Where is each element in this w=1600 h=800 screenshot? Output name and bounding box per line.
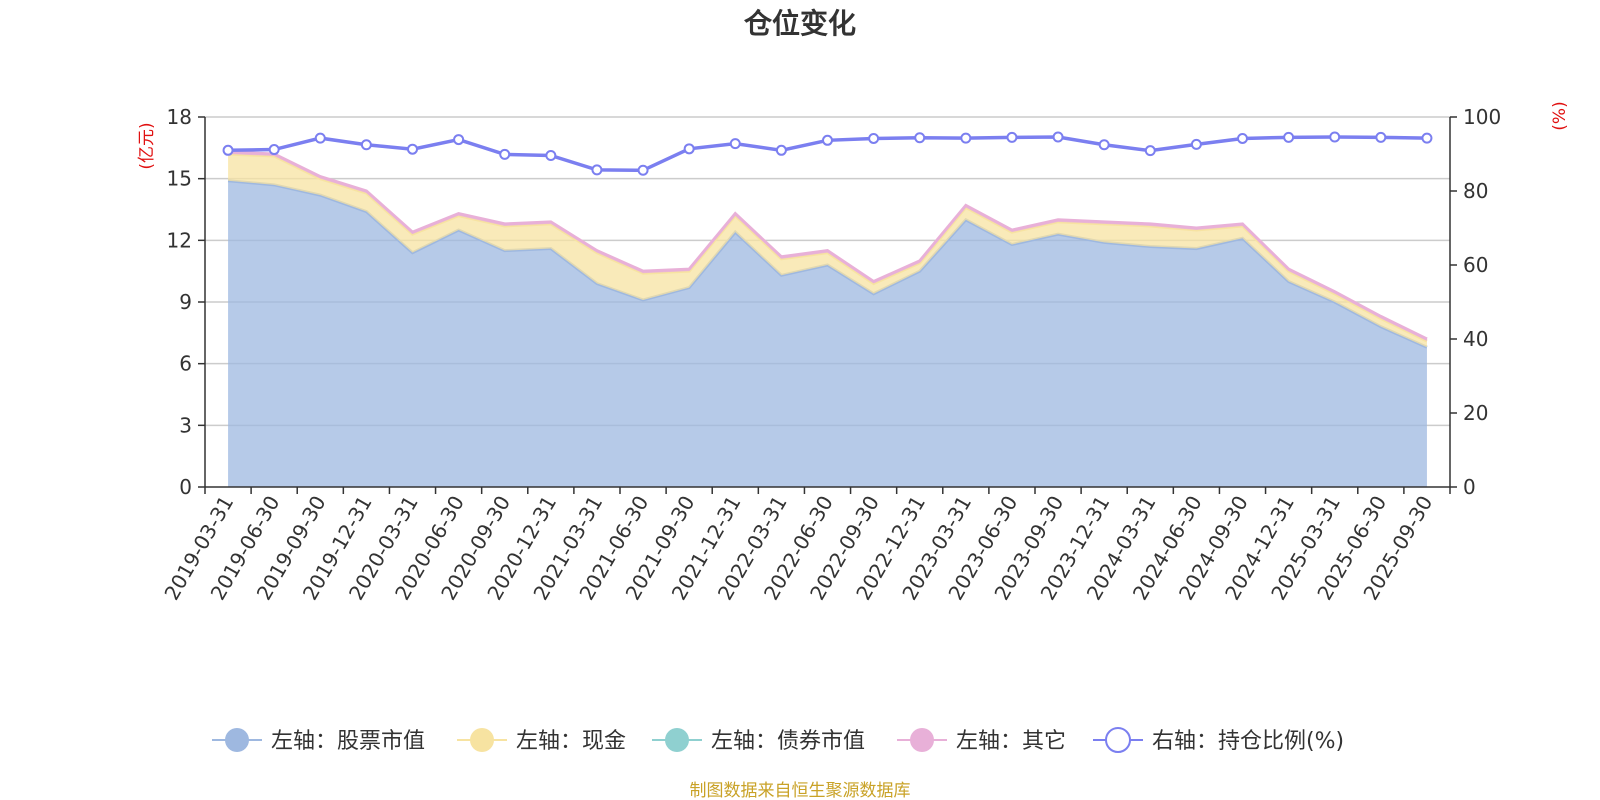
ratio-point — [545, 149, 557, 161]
right-tick-label: 0 — [1463, 475, 1476, 499]
right-tick-label: 40 — [1463, 327, 1488, 351]
ratio-point — [1329, 131, 1341, 143]
ratio-point — [222, 144, 234, 156]
ratio-point — [314, 132, 326, 144]
legend-label: 左轴：股票市值 — [271, 729, 425, 754]
left-tick-label: 12 — [167, 228, 192, 252]
legend-marker — [470, 728, 494, 752]
ratio-point — [1052, 131, 1064, 143]
ratio-point — [499, 148, 511, 160]
left-tick-label: 18 — [167, 105, 192, 129]
left-axis-unit: (亿元) — [137, 122, 157, 169]
ratio-point — [822, 134, 833, 146]
ratio-point — [268, 144, 280, 156]
ratio-point — [637, 164, 649, 176]
right-axis-unit: (%) — [1550, 101, 1570, 130]
legend-marker — [1105, 727, 1131, 753]
right-tick-label: 100 — [1463, 105, 1501, 129]
ratio-point — [1237, 132, 1248, 144]
ratio-point — [360, 139, 372, 151]
ratio-point — [683, 143, 695, 155]
left-tick-label: 3 — [179, 413, 192, 437]
ratio-point — [1375, 131, 1387, 143]
ratio-point — [1283, 131, 1295, 143]
ratio-point — [868, 132, 880, 144]
source-note: 制图数据来自恒生聚源数据库 — [690, 781, 911, 800]
legend-item: 左轴：债券市值 — [652, 728, 865, 754]
ratio-point — [775, 144, 787, 156]
legend-label: 左轴：现金 — [516, 729, 626, 754]
legend-label: 左轴：债券市值 — [711, 729, 865, 754]
left-tick-label: 0 — [179, 475, 192, 499]
area-series — [227, 150, 1428, 487]
ratio-point — [591, 164, 603, 176]
legend-item: 左轴：股票市值 — [212, 728, 425, 754]
right-tick-label: 20 — [1463, 401, 1488, 425]
ratio-point — [1190, 138, 1202, 150]
legend: 左轴：股票市值 左轴：现金 左轴：债券市值 左轴：其它 右轴：持仓比例(%) — [212, 727, 1344, 754]
ratio-point — [1098, 139, 1110, 151]
ratio-point — [729, 138, 741, 150]
legend-item: 左轴：现金 — [457, 728, 626, 754]
ratio-point — [914, 132, 926, 144]
legend-item: 右轴：持仓比例(%) — [1093, 727, 1344, 754]
ratio-line-series — [222, 131, 1433, 176]
area-line-左轴：其它 — [227, 150, 1428, 341]
ratio-point — [1421, 132, 1433, 144]
legend-item: 左轴：其它 — [897, 728, 1066, 754]
left-tick-label: 9 — [179, 290, 192, 314]
chart-title: 仓位变化 — [744, 7, 856, 40]
ratio-point — [407, 143, 418, 155]
legend-marker — [225, 728, 249, 752]
ratio-point — [453, 134, 465, 146]
legend-marker — [665, 728, 689, 752]
legend-label: 左轴：其它 — [956, 729, 1066, 754]
right-tick-label: 60 — [1463, 253, 1488, 277]
ratio-point — [1006, 131, 1018, 143]
left-tick-label: 15 — [167, 167, 192, 191]
left-tick-label: 6 — [179, 352, 192, 376]
legend-label: 右轴：持仓比例(%) — [1152, 729, 1344, 754]
ratio-point — [1144, 145, 1156, 157]
right-tick-label: 80 — [1463, 179, 1488, 203]
area-左轴：股票市值 — [228, 180, 1427, 487]
legend-marker — [910, 728, 934, 752]
ratio-point — [960, 132, 972, 144]
